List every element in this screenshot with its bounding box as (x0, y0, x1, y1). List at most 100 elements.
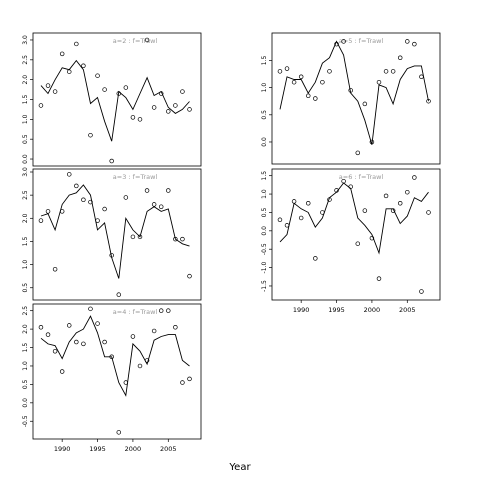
data-point (173, 103, 178, 108)
data-point (419, 289, 424, 294)
data-point (95, 218, 100, 223)
panel-4: 0.0 0.5 1.0 1.5 a=5 : f=Trawl (261, 32, 441, 165)
data-point (52, 348, 58, 354)
data-point (369, 235, 375, 241)
data-point (305, 201, 311, 206)
y-tick-label: 2.5 (22, 55, 29, 65)
data-point (355, 150, 361, 156)
data-point (130, 234, 136, 240)
y-tick-label: 1.5 (22, 236, 29, 246)
x-tick-label: 2000 (125, 445, 142, 453)
data-point (109, 354, 114, 360)
x-tick-label: 2005 (399, 306, 416, 314)
data-point (419, 74, 424, 80)
y-tick-label: -1.5 (261, 280, 268, 292)
data-point (59, 209, 65, 214)
data-point (116, 430, 122, 435)
y-tick-label: 2.0 (22, 324, 29, 334)
data-point (59, 51, 65, 57)
data-point (38, 218, 44, 223)
data-point (291, 79, 297, 85)
data-point (320, 79, 325, 85)
data-point (74, 41, 79, 47)
y-tick-label: 1.5 (22, 95, 29, 105)
data-point (334, 188, 339, 193)
data-point (284, 223, 290, 228)
y-tick-label: 3.0 (22, 35, 29, 45)
panel-frame (32, 303, 202, 440)
panel-frame (32, 32, 202, 167)
data-point (390, 208, 396, 213)
y-tick-label: 0.0 (261, 226, 268, 236)
x-tick-label: 2005 (160, 445, 177, 453)
data-point (334, 41, 339, 47)
data-point (348, 88, 353, 93)
data-point (109, 253, 114, 258)
panel-title: a=5 : f=Trawl (339, 37, 384, 45)
data-point (298, 215, 304, 221)
y-tick-label: 1.5 (22, 343, 29, 353)
data-point (405, 39, 410, 44)
data-point (376, 79, 382, 85)
x-tick-label: 1995 (89, 445, 106, 453)
data-point (173, 236, 178, 242)
data-point (320, 210, 325, 215)
data-point (151, 202, 157, 207)
data-point (369, 139, 375, 145)
data-point (313, 96, 318, 101)
y-tick-label: 2.0 (22, 213, 29, 223)
data-point (95, 73, 100, 78)
panel-1: 0.0 0.5 1.0 1.5 2.0 2.5 3.0 a=2 : f=Trawl (22, 32, 202, 167)
series-line (279, 182, 429, 255)
y-tick-label: 0.5 (261, 207, 268, 217)
x-tick-label: 2000 (364, 306, 381, 314)
data-point (45, 332, 51, 337)
data-point (173, 325, 178, 330)
y-tick-label: 0.5 (261, 110, 268, 120)
x-axis-label: Year (228, 462, 251, 473)
y-tick-label: -1.0 (261, 262, 268, 274)
panel-title: a=3 : f=Trawl (113, 173, 158, 181)
data-point (95, 321, 100, 326)
data-point (341, 178, 346, 184)
data-point (158, 308, 164, 313)
data-point (426, 98, 431, 104)
data-point (151, 105, 157, 110)
data-point (166, 188, 171, 193)
panel-5: -1.5 -1.0 -0.5 0.0 0.5 1.0 1.5 1990 1995 2000 2005… (261, 168, 441, 314)
data-point (362, 208, 368, 213)
data-point (109, 158, 114, 164)
data-point (426, 210, 431, 215)
y-tick-label: 1.0 (22, 114, 29, 124)
data-point (74, 183, 79, 189)
data-point (376, 276, 382, 281)
data-point (158, 204, 164, 209)
data-point (397, 201, 403, 206)
y-tick-label: 1.0 (261, 189, 268, 199)
data-point (166, 308, 171, 313)
data-point (81, 341, 86, 347)
y-tick-label: 1.0 (22, 260, 29, 270)
panel-frame (271, 32, 441, 165)
data-point (144, 37, 150, 43)
data-point (59, 369, 65, 374)
data-point (412, 41, 417, 47)
data-point (52, 89, 58, 94)
panel-2: 0.5 1.0 1.5 2.0 2.5 3.0 a=3 : f=Trawl (22, 167, 202, 301)
panel-title: a=4 : f=Trawl (113, 308, 158, 316)
data-point (151, 328, 157, 334)
data-point (81, 197, 86, 203)
data-point (383, 193, 389, 199)
data-point (116, 292, 122, 297)
y-tick-label: 3.0 (22, 167, 29, 177)
data-point (123, 380, 129, 385)
data-point (187, 376, 192, 382)
data-point (362, 101, 368, 107)
y-tick-label: 0.5 (22, 283, 29, 293)
data-point (305, 93, 311, 99)
data-point (277, 217, 283, 223)
data-point (397, 55, 403, 60)
data-point (291, 199, 297, 204)
panels-group: 0.0 0.5 1.0 1.5 2.0 2.5 3.0 a=2 : f=Trawl 0.5 1.0… (22, 32, 441, 453)
